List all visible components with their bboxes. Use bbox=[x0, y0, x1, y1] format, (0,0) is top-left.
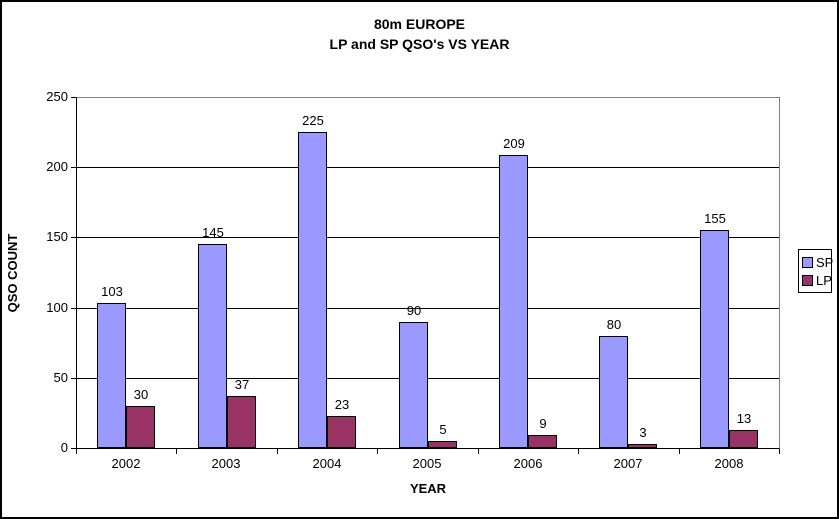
x-category-label-2005: 2005 bbox=[412, 456, 442, 471]
data-label-sp-2005: 90 bbox=[406, 303, 422, 318]
bar-lp-2004 bbox=[327, 416, 356, 448]
chart-title-line1: 80m EUROPE bbox=[373, 16, 466, 32]
y-tick-label-0: 0 bbox=[60, 440, 68, 455]
y-tick-50 bbox=[71, 378, 76, 379]
x-tick-1 bbox=[176, 449, 177, 454]
x-tick-6 bbox=[679, 449, 680, 454]
y-tick-200 bbox=[71, 167, 76, 168]
data-label-sp-2003: 145 bbox=[202, 225, 224, 240]
bar-sp-2005 bbox=[399, 322, 428, 448]
gridline-100 bbox=[77, 308, 779, 309]
data-label-lp-2004: 23 bbox=[334, 397, 350, 412]
data-label-sp-2007: 80 bbox=[606, 317, 622, 332]
y-tick-150 bbox=[71, 237, 76, 238]
gridline-150 bbox=[77, 237, 779, 238]
y-tick-label-200: 200 bbox=[46, 159, 68, 174]
bar-lp-2007 bbox=[628, 444, 657, 448]
bar-lp-2002 bbox=[126, 406, 155, 448]
bar-sp-2003 bbox=[198, 244, 227, 448]
y-tick-250 bbox=[71, 97, 76, 98]
legend-entry-sp: SP bbox=[802, 254, 834, 270]
bar-lp-2006 bbox=[528, 435, 557, 448]
y-tick-label-250: 250 bbox=[46, 89, 68, 104]
legend-key-sp-icon bbox=[802, 256, 813, 268]
legend-label-sp: SP bbox=[816, 254, 834, 270]
y-tick-0 bbox=[71, 448, 76, 449]
bar-sp-2007 bbox=[599, 336, 628, 448]
data-label-lp-2003: 37 bbox=[234, 377, 250, 392]
x-category-label-2006: 2006 bbox=[513, 456, 543, 471]
y-axis-title: QSO COUNT bbox=[5, 233, 20, 313]
legend: SP LP bbox=[798, 249, 834, 293]
x-tick-5 bbox=[578, 449, 579, 454]
x-tick-2 bbox=[277, 449, 278, 454]
x-axis-title: YEAR bbox=[409, 481, 447, 496]
x-tick-7 bbox=[779, 449, 780, 454]
data-label-lp-2006: 9 bbox=[539, 416, 547, 431]
bar-sp-2006 bbox=[499, 155, 528, 448]
data-label-lp-2005: 5 bbox=[439, 422, 447, 437]
y-tick-label-150: 150 bbox=[46, 229, 68, 244]
y-tick-label-100: 100 bbox=[46, 300, 68, 315]
chart-title: 80m EUROPE LP and SP QSO's VS YEAR bbox=[0, 14, 839, 54]
bar-sp-2002 bbox=[97, 303, 126, 448]
gridline-200 bbox=[77, 167, 779, 168]
bar-sp-2008 bbox=[700, 230, 729, 448]
bar-lp-2003 bbox=[227, 396, 256, 448]
x-category-label-2008: 2008 bbox=[714, 456, 744, 471]
legend-entry-lp: LP bbox=[802, 272, 832, 288]
data-label-sp-2006: 209 bbox=[503, 136, 525, 151]
x-tick-4 bbox=[478, 449, 479, 454]
chart-title-line2: LP and SP QSO's VS YEAR bbox=[329, 36, 510, 52]
legend-label-lp: LP bbox=[816, 272, 832, 288]
bar-lp-2008 bbox=[729, 430, 758, 448]
x-category-label-2003: 2003 bbox=[211, 456, 241, 471]
bar-lp-2005 bbox=[428, 441, 457, 448]
x-category-label-2004: 2004 bbox=[312, 456, 342, 471]
legend-key-lp-icon bbox=[802, 274, 813, 286]
data-label-sp-2004: 225 bbox=[302, 113, 324, 128]
data-label-lp-2007: 3 bbox=[639, 425, 647, 440]
y-tick-label-50: 50 bbox=[53, 370, 68, 385]
data-label-sp-2008: 155 bbox=[704, 211, 726, 226]
x-tick-3 bbox=[377, 449, 378, 454]
data-label-lp-2002: 30 bbox=[133, 387, 149, 402]
x-category-label-2007: 2007 bbox=[613, 456, 643, 471]
data-label-lp-2008: 13 bbox=[736, 411, 752, 426]
bar-sp-2004 bbox=[298, 132, 327, 448]
x-tick-0 bbox=[76, 449, 77, 454]
x-category-label-2002: 2002 bbox=[111, 456, 141, 471]
data-label-sp-2002: 103 bbox=[101, 284, 123, 299]
plot-area bbox=[76, 97, 780, 449]
gridline-50 bbox=[77, 378, 779, 379]
y-tick-100 bbox=[71, 308, 76, 309]
